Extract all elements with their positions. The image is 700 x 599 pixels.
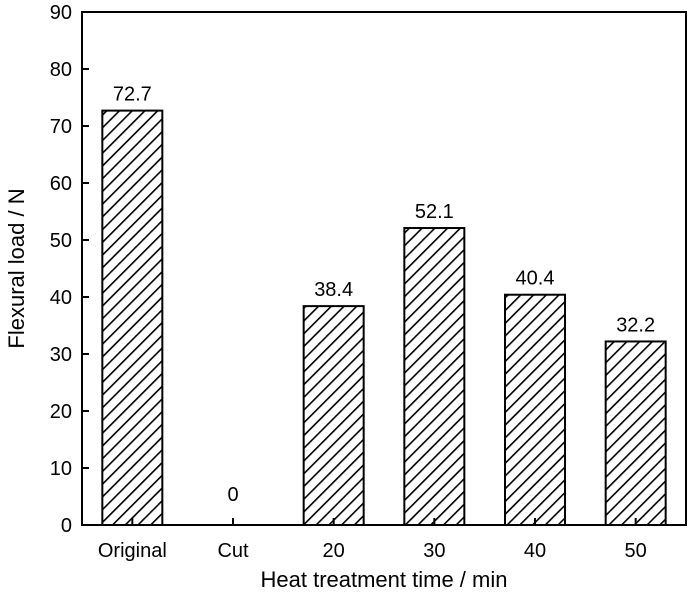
y-tick-label: 20 — [50, 401, 72, 423]
x-axis-title: Heat treatment time / min — [261, 567, 508, 592]
x-axis: Original Cut 20 30 40 50 — [98, 518, 647, 562]
data-label: 40.4 — [516, 268, 555, 290]
y-tick-label: 10 — [50, 458, 72, 480]
data-label: 72.7 — [113, 84, 152, 106]
y-tick-label: 0 — [61, 515, 72, 537]
bar — [504, 293, 566, 526]
data-label: 0 — [227, 484, 238, 506]
x-tick-label: 50 — [625, 540, 647, 562]
bar — [604, 340, 667, 526]
y-tick-label: 30 — [50, 344, 72, 366]
y-tick-label: 90 — [50, 2, 72, 24]
bar — [403, 227, 466, 526]
data-label: 32.2 — [616, 314, 655, 336]
y-tick-label: 60 — [50, 173, 72, 195]
y-axis-title: Flexural load / N — [4, 188, 29, 348]
x-tick-label: 40 — [524, 540, 546, 562]
bar — [101, 109, 164, 527]
x-tick-label: Cut — [217, 540, 249, 562]
x-tick-label: Original — [98, 540, 167, 562]
y-tick-label: 50 — [50, 230, 72, 252]
y-tick-label: 40 — [50, 287, 72, 309]
x-tick-label: 30 — [423, 540, 445, 562]
data-label: 38.4 — [314, 279, 353, 301]
bars — [101, 109, 667, 527]
y-tick-label: 70 — [50, 116, 72, 138]
plot-area-frame — [81, 11, 687, 526]
data-labels: 72.7 0 38.4 52.1 40.4 32.2 — [113, 84, 655, 506]
y-axis: 0 10 20 30 40 50 60 70 80 90 — [50, 2, 89, 537]
data-label: 52.1 — [415, 201, 454, 223]
x-tick-label: 20 — [323, 540, 345, 562]
y-tick-label: 80 — [50, 59, 72, 81]
bar — [302, 305, 365, 526]
